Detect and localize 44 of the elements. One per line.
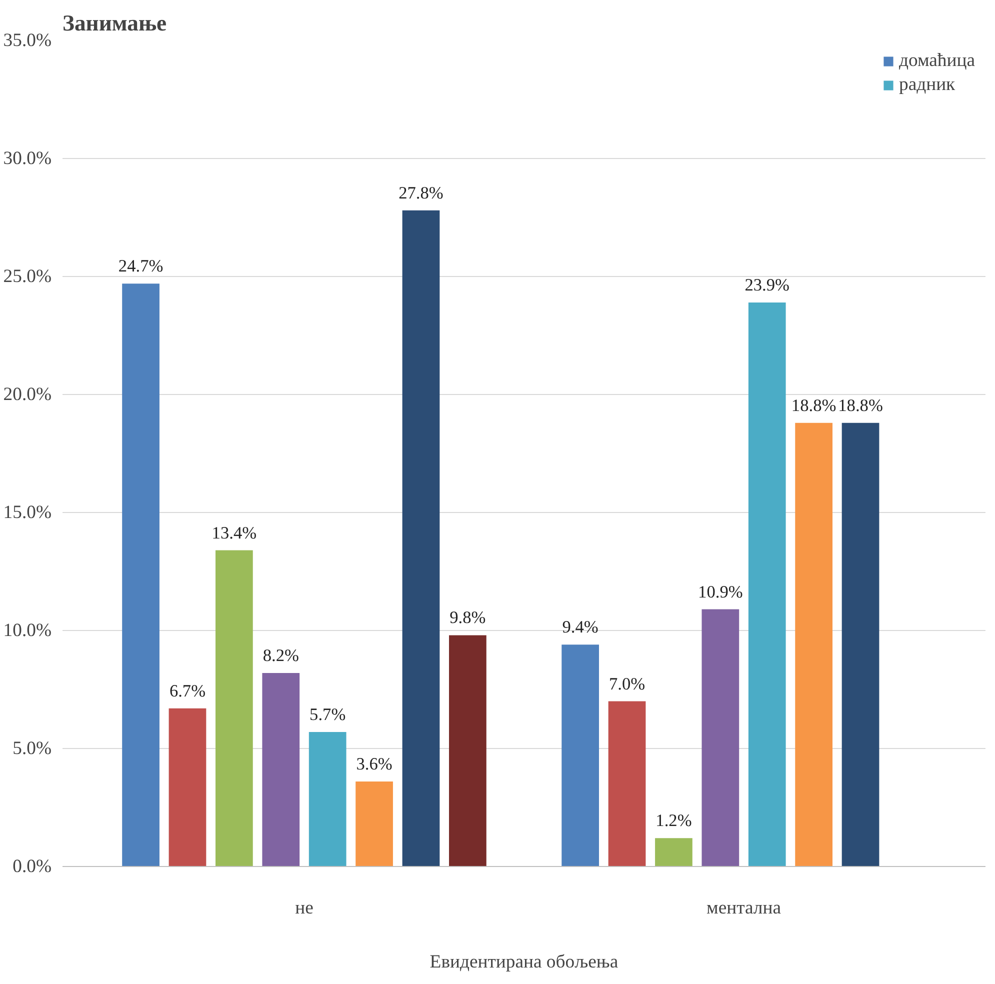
data-label: 1.2% (656, 811, 692, 830)
y-tick-label: 25.0% (3, 266, 52, 287)
data-label: 10.9% (698, 582, 743, 602)
bar (562, 644, 599, 866)
bar (122, 284, 160, 866)
bar (842, 422, 880, 866)
data-label: 18.8% (791, 396, 836, 415)
bar (308, 732, 346, 866)
bar (702, 609, 740, 866)
y-tick-label: 5.0% (12, 738, 52, 759)
bar (262, 672, 300, 866)
data-label: 18.8% (838, 396, 883, 415)
y-tick-label: 35.0% (3, 30, 52, 51)
data-label: 3.6% (356, 754, 392, 774)
data-label: 13.4% (212, 523, 257, 542)
bar (608, 701, 646, 866)
data-label: 23.9% (744, 275, 790, 294)
chart-title: Занимање (62, 10, 167, 36)
data-label: 6.7% (169, 681, 206, 700)
x-axis-title: Евидентирана обољења (430, 952, 619, 972)
bar (449, 635, 486, 866)
bar (356, 782, 393, 866)
data-label: 9.8% (450, 608, 486, 628)
y-tick-label: 30.0% (3, 148, 52, 169)
data-label: 9.4% (562, 618, 598, 637)
bar (748, 302, 786, 866)
data-label: 5.7% (310, 704, 346, 724)
data-label: 8.2% (262, 646, 299, 665)
bar (795, 422, 832, 866)
y-tick-label: 15.0% (3, 502, 52, 523)
data-label: 27.8% (398, 183, 444, 202)
y-tick-label: 0.0% (12, 856, 52, 877)
bar (655, 838, 692, 866)
data-label: 24.7% (118, 256, 164, 276)
data-label: 7.0% (608, 674, 646, 694)
legend-label: домаћица (898, 50, 975, 72)
y-tick-label: 10.0% (3, 620, 52, 641)
bar (216, 550, 253, 866)
x-tick-label: ментална (706, 898, 782, 918)
bar (168, 708, 206, 866)
legend-label: радник (898, 74, 956, 96)
x-tick-label: не (295, 898, 314, 918)
bar (402, 210, 440, 866)
y-tick-label: 20.0% (3, 384, 52, 405)
